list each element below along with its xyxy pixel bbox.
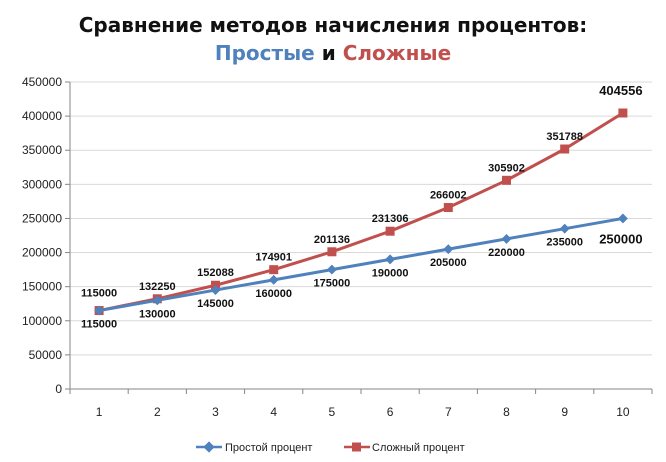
- data-label-compound: 115000: [81, 288, 117, 300]
- data-label-simple: 175000: [314, 278, 351, 290]
- x-tick-label: 1: [96, 405, 103, 419]
- series: [94, 108, 628, 316]
- x-tick-label: 3: [212, 405, 219, 419]
- data-label-simple: 145000: [197, 298, 234, 310]
- series-point-compound: [560, 144, 570, 154]
- series-point-compound: [618, 108, 628, 118]
- legend-simple-marker: [203, 441, 215, 453]
- y-tick-label: 100000: [22, 314, 62, 328]
- x-tick-label: 7: [445, 405, 452, 419]
- legend-compound-marker: [352, 442, 361, 452]
- chart-subtitle: Простые и Сложные: [215, 41, 451, 65]
- y-tick-label: 50000: [29, 348, 63, 362]
- data-label-compound: 351788: [546, 131, 583, 143]
- series-point-simple: [152, 295, 163, 306]
- y-tick-label: 350000: [22, 143, 62, 157]
- data-label-simple: 190000: [372, 267, 409, 279]
- series-point-compound: [269, 265, 279, 275]
- series-point-simple: [385, 254, 396, 265]
- series-point-compound: [327, 247, 337, 257]
- x-tick-label: 5: [329, 405, 336, 419]
- y-tick-label: 200000: [22, 246, 62, 260]
- series-point-simple: [326, 264, 337, 275]
- data-label-simple: 220000: [488, 247, 525, 259]
- subtitle-simple: Простые: [215, 41, 315, 65]
- subtitle-compound: Сложные: [343, 41, 451, 65]
- legend: Простой процент Сложный процент: [196, 441, 465, 454]
- series-line-simple: [98, 216, 624, 313]
- data-label-compound: 201136: [314, 234, 350, 246]
- y-tick-label: 250000: [22, 211, 62, 225]
- x-tick-label: 8: [503, 405, 510, 419]
- axes: 0 50000 100000 150000 200000 250000 300000 3500…: [22, 75, 653, 419]
- data-label-simple: 250000: [599, 231, 642, 246]
- data-label-simple: 235000: [546, 237, 583, 249]
- legend-simple-label: Простой процент: [225, 442, 312, 454]
- data-label-simple: 130000: [139, 308, 176, 320]
- x-tick-label: 6: [387, 405, 394, 419]
- series-point-compound: [385, 226, 395, 236]
- series-point-compound: [502, 175, 511, 185]
- x-tick-label: 2: [154, 405, 161, 419]
- data-label-simple: 205000: [430, 257, 467, 269]
- series-point-simple: [559, 223, 570, 234]
- series-point-simple: [501, 233, 512, 244]
- data-label-compound: 404556: [599, 83, 642, 98]
- y-tick-label: 150000: [22, 280, 62, 294]
- y-tick-label: 400000: [22, 109, 62, 123]
- data-label-compound: 231306: [372, 213, 409, 225]
- series-point-simple: [443, 244, 454, 255]
- chart-title: Сравнение методов начисления процентов:: [79, 13, 587, 37]
- series-point-simple: [210, 285, 221, 296]
- series-point-compound: [443, 203, 453, 213]
- x-tick-label: 4: [270, 405, 277, 419]
- legend-item-compound: Сложный процент: [344, 442, 465, 454]
- data-labels: 115000 130000 145000 160000 175000 190000 2050…: [81, 83, 643, 331]
- x-tick-label: 9: [561, 405, 568, 419]
- data-label-compound: 305902: [488, 162, 525, 174]
- data-label-compound: 266002: [430, 190, 467, 202]
- legend-compound-label: Сложный процент: [372, 442, 465, 454]
- gridlines: [70, 81, 652, 356]
- y-tick-label: 300000: [22, 177, 62, 191]
- data-label-simple: 115000: [81, 319, 117, 331]
- series-point-simple: [268, 274, 279, 285]
- data-label-compound: 174901: [255, 252, 292, 264]
- data-label-compound: 152088: [197, 267, 234, 279]
- legend-item-simple: Простой процент: [196, 441, 312, 454]
- data-label-simple: 160000: [255, 288, 292, 300]
- series-line-compound: [98, 111, 624, 313]
- y-tick-label: 450000: [22, 75, 62, 89]
- data-label-compound: 132250: [139, 281, 176, 293]
- x-tick-label: 10: [616, 405, 630, 419]
- subtitle-and: и: [315, 41, 343, 65]
- y-tick-label: 0: [55, 382, 62, 396]
- series-point-simple: [617, 213, 628, 224]
